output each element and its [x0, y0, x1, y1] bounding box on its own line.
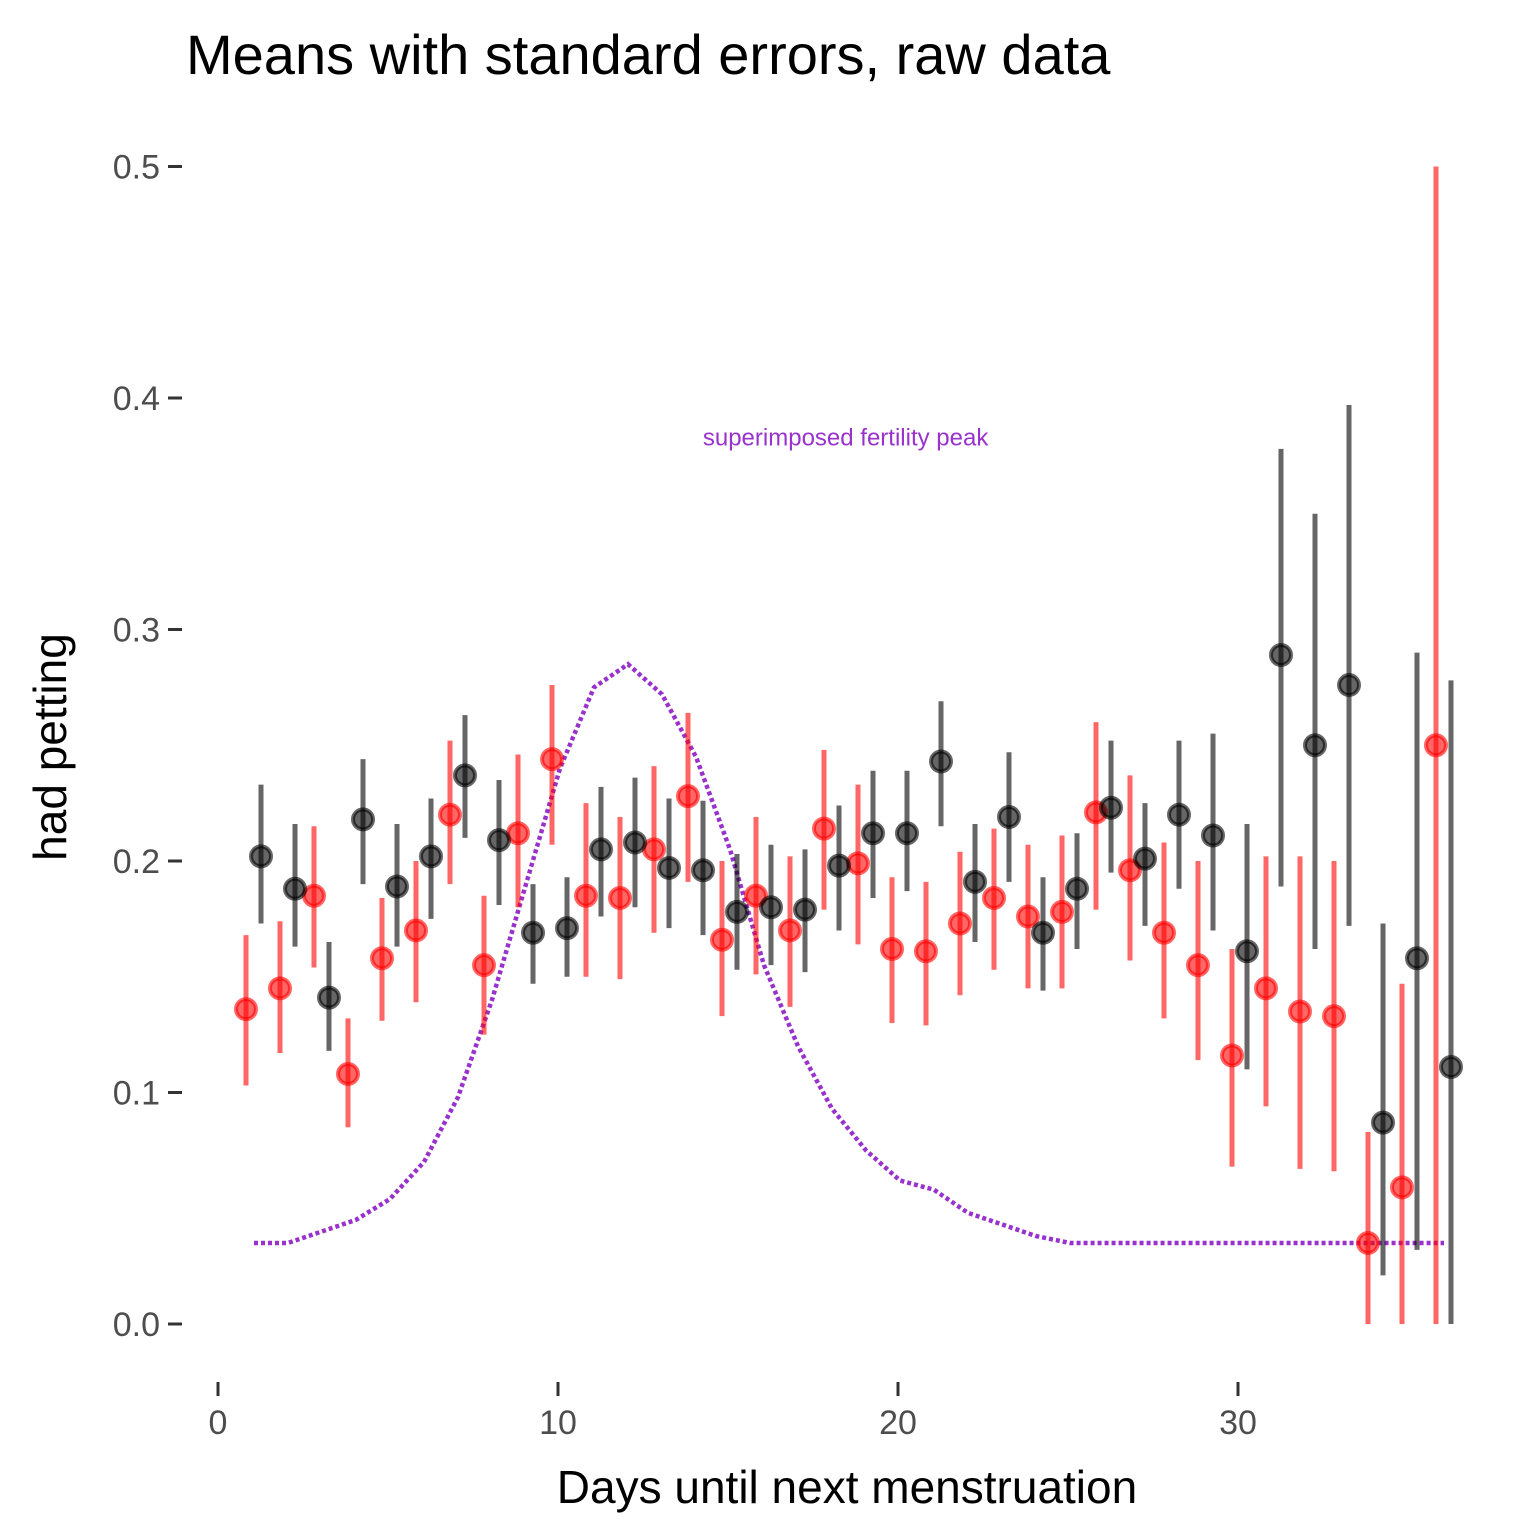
- point-red: [710, 927, 734, 952]
- point-red: [1356, 1230, 1380, 1255]
- point-red: [608, 886, 632, 911]
- point-black: [487, 828, 511, 853]
- y-tick-label: 0.5: [113, 149, 160, 187]
- point-black: [623, 830, 647, 855]
- point-black: [759, 895, 783, 920]
- point-red: [1322, 1004, 1346, 1029]
- point-black: [1235, 939, 1259, 964]
- point-black: [1371, 1110, 1395, 1135]
- y-axis: 0.0 0.1 0.2 0.3 0.4 0.5: [113, 149, 182, 1344]
- x-tick-label: 30: [1219, 1404, 1257, 1442]
- series-red: [234, 166, 1448, 1324]
- point-red: [642, 837, 666, 862]
- series-black: [249, 404, 1463, 1324]
- point-black: [1099, 795, 1123, 820]
- point-red: [268, 976, 292, 1001]
- point-black: [657, 855, 681, 880]
- x-tick-label: 20: [879, 1404, 917, 1442]
- point-red: [982, 886, 1006, 911]
- point-black: [929, 749, 953, 774]
- point-black: [1303, 733, 1327, 758]
- x-tick-label: 0: [209, 1404, 228, 1442]
- point-red: [914, 939, 938, 964]
- point-red: [1390, 1175, 1414, 1200]
- fertility-annotation: superimposed fertility peak: [703, 424, 989, 451]
- point-red: [506, 821, 530, 846]
- point-black: [283, 876, 307, 901]
- y-tick-label: 0.3: [113, 612, 160, 650]
- point-black: [317, 985, 341, 1010]
- point-red: [404, 918, 428, 943]
- y-tick-label: 0.1: [113, 1075, 160, 1113]
- point-red: [812, 816, 836, 841]
- point-black: [725, 899, 749, 924]
- point-black: [1031, 920, 1055, 945]
- point-red: [846, 851, 870, 876]
- point-black: [691, 858, 715, 883]
- point-red: [1220, 1043, 1244, 1068]
- point-red: [234, 997, 258, 1022]
- fertility-curve-layer: [254, 661, 1444, 1246]
- point-black: [1167, 802, 1191, 827]
- point-black: [1405, 946, 1429, 971]
- point-black: [793, 897, 817, 922]
- point-red: [778, 918, 802, 943]
- point-red: [336, 1061, 360, 1086]
- point-black: [555, 916, 579, 941]
- point-black: [385, 874, 409, 899]
- point-red: [472, 953, 496, 978]
- point-black: [589, 837, 613, 862]
- point-black: [1269, 642, 1293, 667]
- point-black: [453, 763, 477, 788]
- point-red: [302, 883, 326, 908]
- point-red: [1254, 976, 1278, 1001]
- point-red: [1016, 904, 1040, 929]
- y-tick-label: 0.0: [113, 1306, 160, 1344]
- x-tick-label: 10: [539, 1404, 577, 1442]
- y-tick-label: 0.4: [113, 380, 160, 418]
- point-black: [997, 805, 1021, 830]
- point-red: [1186, 953, 1210, 978]
- point-black: [351, 807, 375, 832]
- y-axis-title: had petting: [24, 633, 76, 861]
- point-black: [895, 821, 919, 846]
- point-black: [861, 821, 885, 846]
- point-black: [827, 853, 851, 878]
- point-red: [1288, 999, 1312, 1024]
- point-red: [540, 747, 564, 772]
- point-black: [1065, 876, 1089, 901]
- x-axis: 0 10 20 30: [209, 1382, 1257, 1442]
- x-axis-title: Days until next menstruation: [557, 1461, 1137, 1513]
- point-red: [1152, 920, 1176, 945]
- point-red: [676, 784, 700, 809]
- fertility-curve: [254, 661, 1444, 1246]
- point-red: [574, 883, 598, 908]
- point-red: [1424, 733, 1448, 758]
- y-tick-label: 0.2: [113, 843, 160, 881]
- point-black: [249, 844, 273, 869]
- point-black: [1439, 1055, 1463, 1080]
- point-black: [963, 869, 987, 894]
- series-layer: [234, 166, 1463, 1324]
- point-red: [1050, 899, 1074, 924]
- point-red: [370, 946, 394, 971]
- point-black: [419, 844, 443, 869]
- point-red: [438, 802, 462, 827]
- chart-title: Means with standard errors, raw data: [186, 23, 1111, 86]
- point-black: [1201, 823, 1225, 848]
- point-black: [521, 920, 545, 945]
- point-red: [948, 911, 972, 936]
- point-black: [1337, 673, 1361, 698]
- point-red: [880, 936, 904, 961]
- point-black: [1133, 846, 1157, 871]
